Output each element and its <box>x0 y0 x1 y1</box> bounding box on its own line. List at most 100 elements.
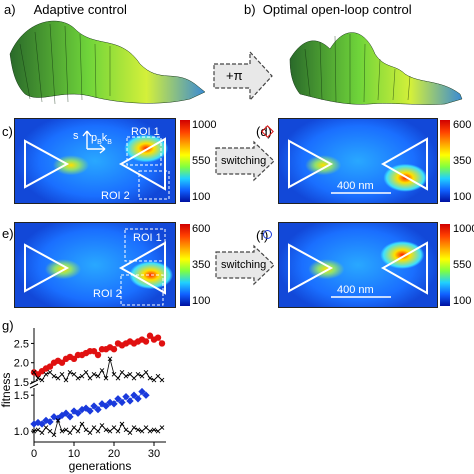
upper-series-1-point-22 <box>119 370 125 375</box>
panel-g-label: g) <box>2 318 14 333</box>
lower-series-1-point-6 <box>55 418 61 423</box>
xtick-label-2: 20 <box>108 448 120 460</box>
cbar-d-tick-0: 600 <box>453 119 472 131</box>
lower-series-0-point-14 <box>86 407 94 415</box>
upper-series-1-point-20 <box>111 371 117 377</box>
cbar-d-tick-1: 350 <box>453 155 472 167</box>
panel-c-label: c) <box>2 124 13 139</box>
lower-series-1-point-29 <box>147 428 153 434</box>
lower-series-0-point-16 <box>94 405 102 414</box>
lower-series-1-point-19 <box>107 428 113 434</box>
xtick-label-3: 30 <box>148 448 160 460</box>
cbar-e-tick-2: 100 <box>192 295 211 307</box>
upper-series-1-point-26 <box>135 371 141 377</box>
upper-series-1-point-15 <box>91 371 97 377</box>
upper-series-1-point-19 <box>107 356 113 362</box>
upper-series-0-point-28 <box>142 338 150 345</box>
cbar-c-tick-0: 1000 <box>192 119 217 131</box>
upper-series-1-point-12 <box>79 373 85 379</box>
lower-series-0-point-20 <box>110 400 118 408</box>
lower-series-1-point-1 <box>35 427 41 433</box>
upper-ytick-label-2: 1.5 <box>14 377 29 389</box>
triangle-left <box>24 139 70 189</box>
xtick-label-0: 0 <box>31 448 37 460</box>
triangle-left <box>288 139 334 189</box>
upper-series-1-point-27 <box>139 373 145 379</box>
lower-series-1-point-23 <box>123 427 129 433</box>
phase-arrow-label: +π <box>226 68 243 83</box>
cbar-d-tick-2: 100 <box>453 191 472 203</box>
colorbar-d <box>440 120 450 202</box>
scale-f-label: 400 nm <box>337 284 374 296</box>
lower-series-1-point-15 <box>91 425 97 430</box>
fitness-chart: 2.5 2.0 1.51.5 1.00 10 20 30 generations fitness <box>0 328 166 473</box>
legend-s: s <box>73 130 79 142</box>
lower-series-1-point-28 <box>143 425 149 430</box>
panel-b-label: b) Optimal open-loop control <box>244 2 412 17</box>
openloop-pulse-ripples <box>304 34 411 104</box>
phase-arrow <box>213 50 273 102</box>
map-e: ROI 1 ROI 2 <box>14 222 176 308</box>
upper-series-1-point-6 <box>55 375 61 381</box>
map-d: 400 nm <box>278 118 438 204</box>
lower-series-1-point-16 <box>95 428 101 434</box>
lower-series-1-point-22 <box>119 421 125 427</box>
upper-series-1-point-21 <box>115 375 121 381</box>
colorbar-e <box>180 224 190 306</box>
openloop-pulse-surface <box>289 32 463 105</box>
xtick-label-1: 10 <box>68 448 80 460</box>
switch-arrow-1-label: switching <box>221 155 267 167</box>
upper-series-0-point-10 <box>70 355 78 363</box>
lower-series-1-point-11 <box>75 428 81 434</box>
lower-series-0-point-15 <box>90 402 98 410</box>
triangle-right <box>380 241 428 295</box>
lower-series-1-point-9 <box>67 430 73 435</box>
axis-break <box>29 379 39 389</box>
lower-series-1-point-32 <box>159 425 165 430</box>
lower-series-1-point-21 <box>115 428 121 434</box>
triangle-right <box>118 137 166 191</box>
lower-series-1-point-27 <box>139 428 145 434</box>
lower-series-1-point-13 <box>83 427 89 433</box>
upper-ytick-label-0: 2.5 <box>14 338 29 350</box>
upper-series-1-point-2 <box>39 377 45 383</box>
upper-series-1-point-1 <box>35 375 41 381</box>
lower-series-1-point-4 <box>47 428 53 434</box>
blue-circle-icon <box>263 230 272 239</box>
lower-series-0-point-4 <box>46 418 54 426</box>
triangle-left <box>24 243 70 293</box>
upper-series-1-point-11 <box>75 375 81 381</box>
upper-series-0-point-20 <box>110 346 118 353</box>
upper-series-1-point-16 <box>95 373 101 379</box>
map-f: 400 nm <box>278 222 438 308</box>
panel-d-label: (d) <box>256 124 272 139</box>
lower-series-1-point-30 <box>151 427 157 433</box>
upper-series-1-point-8 <box>63 377 69 383</box>
triangle-right <box>118 241 166 295</box>
panel-a-label: a) Adaptive control <box>4 2 127 17</box>
lower-series-1-point-2 <box>39 430 45 435</box>
upper-series-1-point-29 <box>147 375 153 381</box>
upper-series-1-point-18 <box>103 375 109 381</box>
lower-series-0-point-18 <box>102 402 110 410</box>
cbar-f-tick-0: 1000 <box>453 223 474 235</box>
lower-series-1-point-17 <box>99 423 105 428</box>
upper-series-1-point-30 <box>151 377 157 383</box>
lower-series-1-point-3 <box>43 425 49 430</box>
roi2-label: ROI 2 <box>93 288 122 300</box>
upper-series-0-point-31 <box>154 334 162 341</box>
roi2-box <box>138 170 170 200</box>
upper-series-1-point-9 <box>67 370 73 375</box>
switch-arrow-1 <box>215 140 275 182</box>
map-f-overlay <box>288 241 428 298</box>
polarization-arrows <box>82 130 106 154</box>
upper-series-0-point-7 <box>58 359 66 366</box>
upper-series-0-point-4 <box>46 363 54 370</box>
lower-series-1-point-7 <box>59 428 65 434</box>
roi1-label: ROI 1 <box>133 232 162 244</box>
triangle-left <box>288 243 334 293</box>
upper-series-1-point-10 <box>71 371 77 377</box>
lower-series-1-point-25 <box>131 425 137 430</box>
lower-series-1-line <box>33 419 163 436</box>
roi1-label: ROI 1 <box>131 126 160 138</box>
